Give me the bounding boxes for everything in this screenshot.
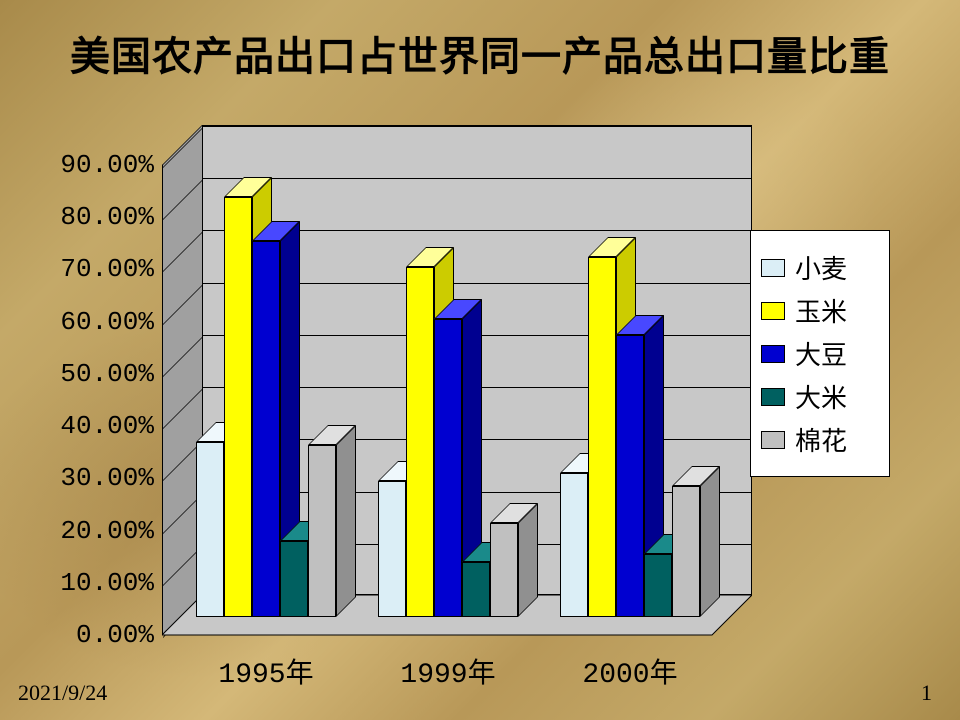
legend-item: 玉米: [761, 292, 879, 329]
legend-item: 大米: [761, 378, 879, 415]
chart-title: 美国农产品出口占世界同一产品总出口量比重: [0, 24, 960, 82]
legend-item: 小麦: [761, 249, 879, 286]
footer-date: 2021/9/24: [18, 680, 107, 706]
plot-area: [162, 125, 752, 635]
y-tick-label: 40.00%: [30, 411, 154, 441]
legend-swatch: [761, 345, 785, 363]
legend-item: 棉花: [761, 421, 879, 458]
x-axis-labels: 1995年1999年2000年: [162, 645, 752, 685]
legend-swatch: [761, 388, 785, 406]
y-tick-label: 30.00%: [30, 463, 154, 493]
y-tick-label: 60.00%: [30, 307, 154, 337]
y-tick-label: 10.00%: [30, 568, 154, 598]
y-axis-labels: 0.00%10.00%20.00%30.00%40.00%50.00%60.00…: [30, 125, 160, 635]
legend-label: 大豆: [795, 335, 847, 372]
legend-label: 小麦: [795, 249, 847, 286]
y-tick-label: 70.00%: [30, 254, 154, 284]
legend: 小麦玉米大豆大米棉花: [750, 230, 890, 477]
x-tick-label: 1999年: [400, 651, 495, 691]
bar: [308, 425, 356, 617]
y-tick-label: 0.00%: [30, 620, 154, 650]
x-tick-label: 2000年: [582, 651, 677, 691]
y-tick-label: 90.00%: [30, 150, 154, 180]
legend-swatch: [761, 302, 785, 320]
bar: [672, 466, 720, 617]
y-tick-label: 80.00%: [30, 202, 154, 232]
bar: [490, 503, 538, 617]
legend-swatch: [761, 431, 785, 449]
legend-label: 玉米: [795, 292, 847, 329]
legend-swatch: [761, 259, 785, 277]
legend-label: 大米: [795, 378, 847, 415]
legend-label: 棉花: [795, 421, 847, 458]
y-tick-label: 20.00%: [30, 516, 154, 546]
x-tick-label: 1995年: [218, 651, 313, 691]
y-tick-label: 50.00%: [30, 359, 154, 389]
footer-page: 1: [921, 680, 932, 706]
bars-layer: [162, 125, 752, 635]
legend-item: 大豆: [761, 335, 879, 372]
